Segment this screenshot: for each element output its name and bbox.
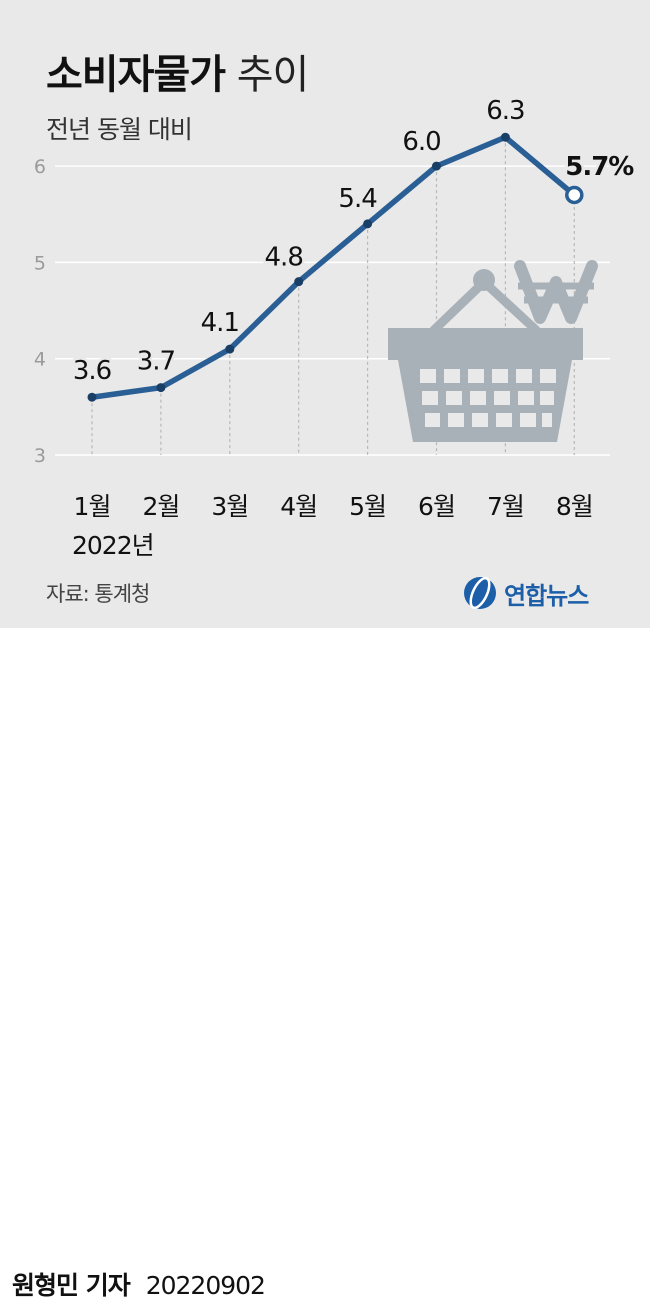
data-point [363, 219, 373, 229]
data-point [225, 344, 235, 354]
chart-title-main: 소비자물가 [46, 52, 226, 98]
x-tick-label: 8월 [556, 492, 593, 521]
data-point [294, 277, 304, 287]
chart-title: 소비자물가 추이 [46, 42, 310, 100]
data-label: 5.4 [338, 184, 377, 214]
data-label: 3.6 [73, 356, 111, 386]
data-point [500, 132, 510, 142]
data-label-latest: 5.7% [565, 152, 634, 182]
yonhap-logo-text: 연합뉴스 [504, 581, 589, 610]
yonhap-logo-icon [464, 576, 496, 610]
data-label: 4.1 [201, 308, 239, 338]
x-tick-label: 4월 [280, 492, 317, 521]
byline: 원형민 기자 20220902 [12, 1266, 266, 1302]
data-label: 6.3 [486, 96, 524, 126]
yonhap-logo: 연합뉴스 [462, 573, 589, 613]
x-tick-label: 7월 [487, 492, 524, 521]
byline-author: 원형민 기자 [12, 1271, 131, 1300]
line-chart: 3 4 5 6 1월 2월 3월 4월 5월 6월 7월 8월 2022년 3.6 3.7 4.1 4.8 5.… [34, 94, 638, 560]
byline-date: 20220902 [145, 1271, 266, 1300]
series-line [89, 134, 578, 400]
data-label: 6.0 [402, 127, 440, 157]
chart-title-light: 추이 [236, 52, 310, 98]
data-label: 3.7 [137, 347, 175, 377]
source-note: 자료: 통계청 [46, 582, 150, 606]
y-tick-label: 4 [34, 349, 46, 371]
shopping-basket-icon [388, 269, 583, 442]
y-tick-label: 3 [34, 445, 46, 467]
chart-card: 소비자물가 추이 전년 동월 대비 3 4 5 6 1월 2월 3월 4월 5월 6월 7월 8월 20… [0, 0, 650, 628]
year-label: 2022년 [72, 531, 154, 560]
chart-subtitle: 전년 동월 대비 [46, 115, 193, 144]
data-point-latest [565, 185, 584, 205]
data-label: 4.8 [265, 243, 303, 273]
x-tick-label: 2월 [142, 492, 179, 521]
y-tick-label: 6 [34, 156, 46, 178]
x-tick-label: 3월 [211, 492, 248, 521]
x-tick-label: 1월 [74, 492, 111, 521]
x-tick-label: 5월 [349, 492, 386, 521]
won-sign-icon [514, 260, 598, 324]
data-point [156, 383, 166, 393]
x-tick-label: 6월 [418, 492, 455, 521]
footer: 원형민 기자 20220902 [0, 628, 650, 1300]
y-tick-label: 5 [34, 252, 46, 274]
data-point [432, 161, 441, 171]
data-point [87, 392, 97, 402]
